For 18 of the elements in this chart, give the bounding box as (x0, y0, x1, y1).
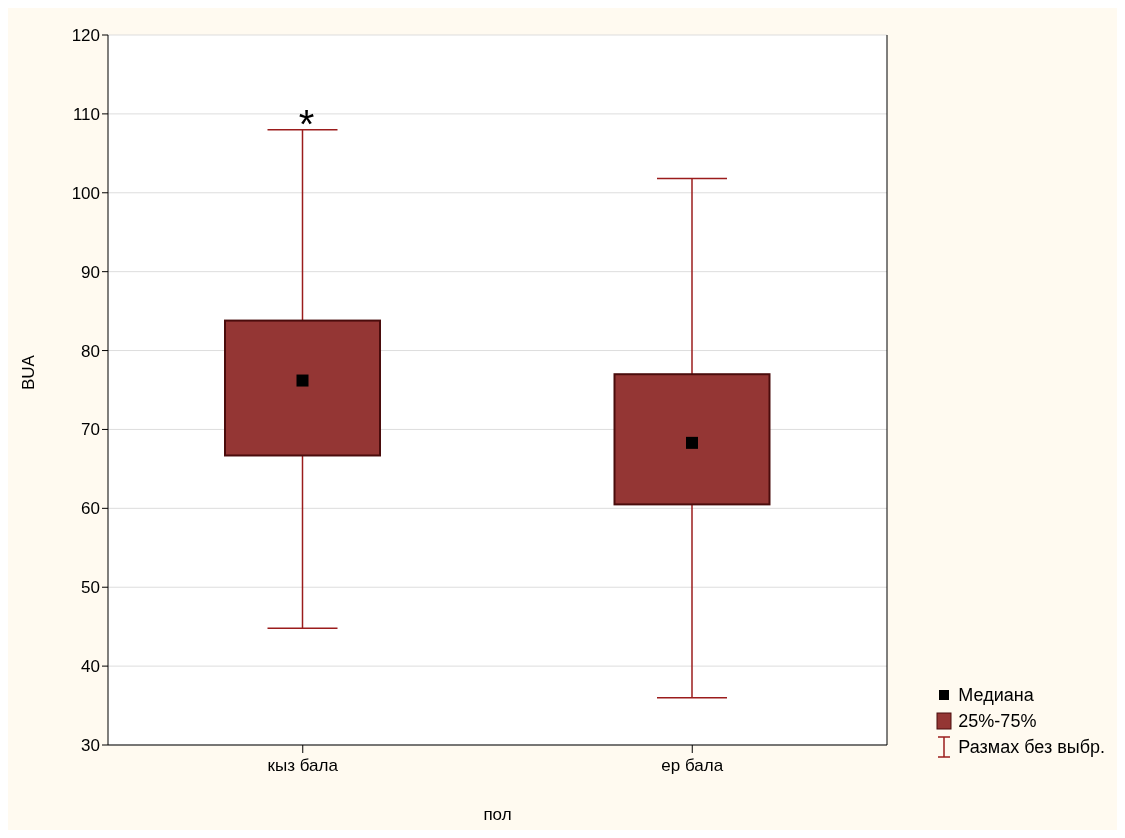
y-tick-label: 30 (81, 736, 100, 756)
legend-label: 25%-75% (958, 710, 1037, 733)
annotation: * (298, 101, 315, 146)
y-tick-label: 100 (71, 183, 100, 203)
y-tick-label: 120 (71, 26, 100, 46)
y-tick-label: 40 (81, 657, 100, 677)
y-tick-label: 50 (81, 578, 100, 598)
y-tick-label: 70 (81, 420, 100, 440)
x-tick-label: кыз бала (267, 756, 339, 776)
y-tick-label: 60 (81, 499, 100, 519)
x-tick-label: ер бала (661, 756, 724, 776)
text: Медиана (958, 684, 1034, 707)
y-tick-label: 90 (81, 262, 100, 282)
y-tick-label: 80 (81, 341, 100, 361)
y-axis-title: BUA (19, 354, 39, 390)
y-tick-label: 110 (72, 104, 100, 124)
x-axis-title: пол (483, 805, 512, 824)
text: Размах без выбр. (958, 736, 1105, 759)
